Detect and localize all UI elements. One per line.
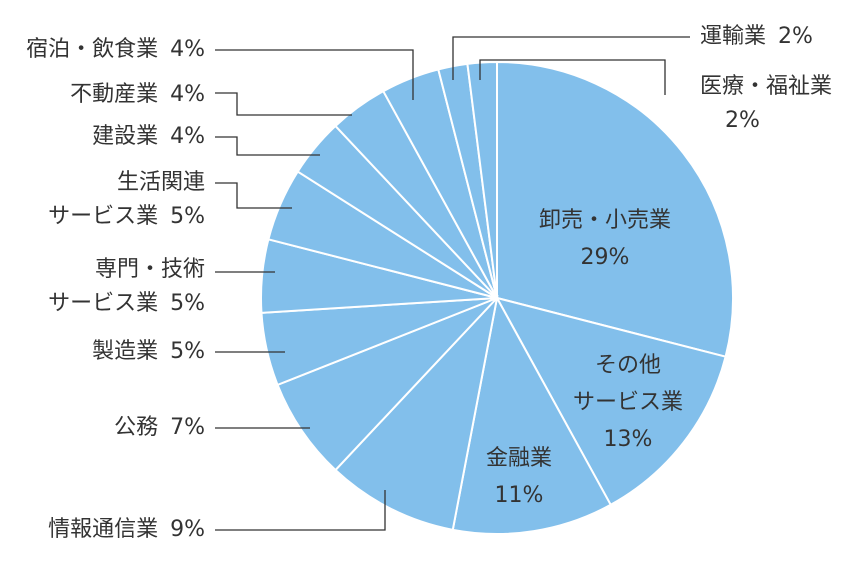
category-name: 金融業 [485,446,553,471]
slice-label: 運輸業 2% [700,20,813,54]
percent-label: 2% [778,24,813,49]
category-name: 卸売・小売業 [538,208,672,233]
percent-label: 11% [494,483,544,508]
percent-label: 7% [170,415,205,440]
leader-line [215,136,320,156]
pie-slice [334,294,499,531]
slice-label: 金融業 11% [486,440,552,514]
percent-label: 9% [170,517,205,542]
percent-label: 13% [603,427,653,452]
percent-label: 5% [170,339,205,364]
pie-slice [451,295,613,535]
slice-label: 卸売・小売業 29% [539,202,671,276]
pie-slice [276,297,498,472]
leader-line [215,92,352,116]
percent-label: 2% [725,108,760,133]
category-name: 公務 [114,415,159,440]
pie-slice [496,60,734,358]
percent-label: 5% [170,291,205,316]
leader-line [215,490,386,531]
category-name: 建設業 [92,124,159,149]
leader-line [215,182,292,209]
category-name: 専門・技術 サービス業 [48,257,205,316]
slice-label: 情報通信業 9% [48,513,205,547]
percent-label: 4% [170,82,205,107]
category-name: 製造業 [92,339,159,364]
slice-label: 建設業 4% [92,120,205,154]
percent-label: 4% [170,124,205,149]
slice-label: 医療・福祉業 2% [700,70,832,138]
category-name: 生活関連 サービス業 [48,170,205,229]
slice-label: その他 サービス業 13% [573,347,683,458]
category-name: 宿泊・飲食業 [26,37,159,62]
leader-line [452,36,690,80]
slice-label: 宿泊・飲食業 4% [26,33,205,67]
slice-label: 公務 7% [114,411,205,445]
slice-label: 不動産業 4% [70,78,205,112]
percent-label: 5% [170,204,205,229]
slice-label: 製造業 5% [92,335,205,369]
slice-label: 生活関連 サービス業 5% [48,166,205,234]
category-name: 不動産業 [70,82,159,107]
pie-slice [495,296,727,507]
category-name: 情報通信業 [48,517,159,542]
category-name: 医療・福祉業 [700,74,833,99]
category-name: その他 サービス業 [572,353,684,415]
pie-slice [466,60,498,299]
leader-line [215,49,414,100]
percent-label: 4% [170,37,205,62]
percent-label: 29% [580,245,630,270]
leader-line [479,59,666,95]
category-name: 運輸業 [700,24,767,49]
slice-label: 専門・技術 サービス業 5% [48,253,205,321]
